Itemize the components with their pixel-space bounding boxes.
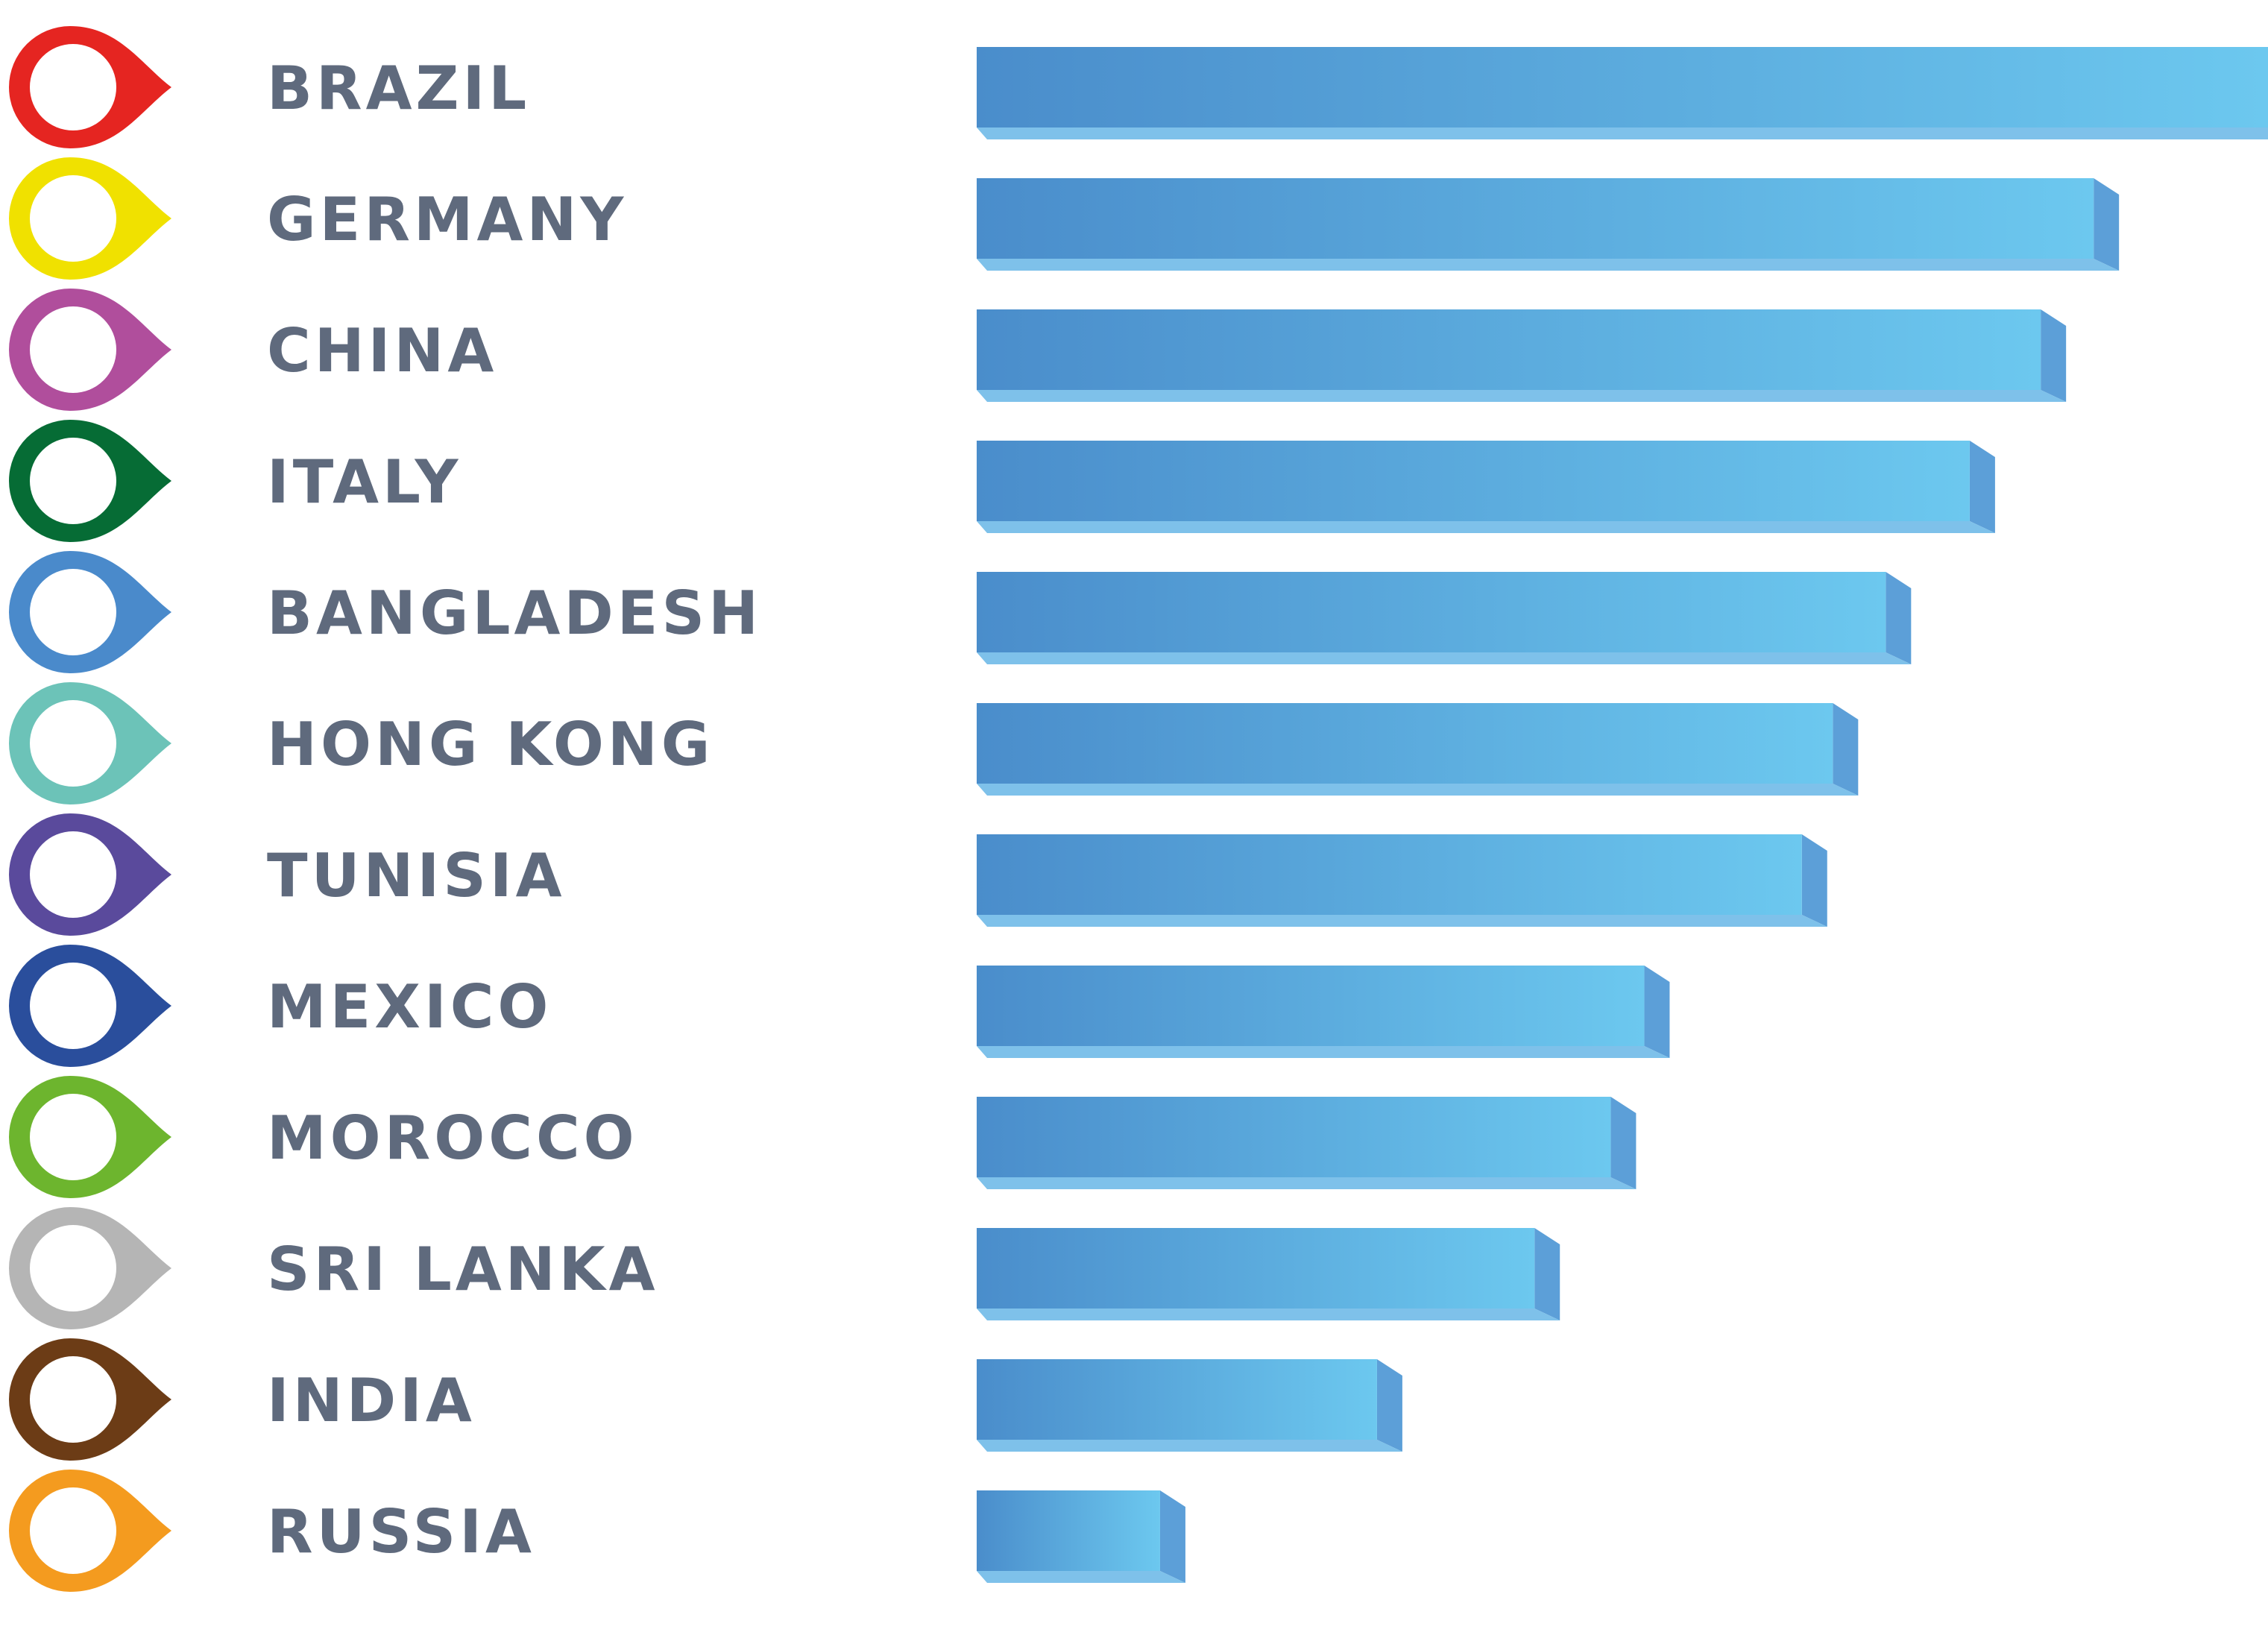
category-label: BRAZIL <box>267 54 530 123</box>
bar <box>977 1359 1402 1452</box>
bar <box>977 1490 1185 1583</box>
chart-row: GERMANY <box>9 157 2120 280</box>
bar <box>977 703 1859 796</box>
bar <box>977 572 1912 664</box>
bar <box>977 441 1995 533</box>
chart-row: SRI LANKA <box>9 1207 1560 1329</box>
category-label: HONG KONG <box>267 710 714 779</box>
marker-hole <box>30 306 116 393</box>
category-label: SRI LANKA <box>267 1235 659 1304</box>
marker-hole <box>30 1094 116 1180</box>
category-label: BANGLADESH <box>267 579 762 648</box>
chart-row: ITALY <box>9 420 1995 542</box>
category-label: RUSSIA <box>267 1497 535 1566</box>
category-label: CHINA <box>267 316 497 385</box>
chart-row: BANGLADESH <box>9 551 1912 673</box>
chart-row: MEXICO <box>9 945 1670 1067</box>
category-label: GERMANY <box>267 185 627 254</box>
chart-row: INDIA <box>9 1338 1402 1461</box>
category-label: ITALY <box>267 447 462 517</box>
marker-hole <box>30 1356 116 1443</box>
marker-hole <box>30 963 116 1049</box>
marker-hole <box>30 569 116 655</box>
marker-hole <box>30 44 116 130</box>
marker-hole <box>30 175 116 262</box>
bar <box>977 1097 1637 1189</box>
marker-hole <box>30 700 116 787</box>
chart-row: CHINA <box>9 289 2067 411</box>
bar <box>977 47 2268 139</box>
bar <box>977 834 1827 927</box>
bar <box>977 966 1670 1058</box>
chart-row: TUNISIA <box>9 813 1827 936</box>
bar <box>977 1228 1560 1320</box>
category-label: INDIA <box>267 1366 476 1435</box>
chart-row: RUSSIA <box>9 1470 1185 1592</box>
chart-row: MOROCCO <box>9 1076 1637 1198</box>
marker-hole <box>30 438 116 524</box>
category-label: MOROCCO <box>267 1103 638 1173</box>
chart-row: HONG KONG <box>9 682 1859 804</box>
bar <box>977 309 2067 402</box>
chart-row: BRAZIL <box>9 26 2268 148</box>
marker-hole <box>30 831 116 918</box>
marker-hole <box>30 1225 116 1311</box>
bar <box>977 178 2120 271</box>
marker-hole <box>30 1487 116 1574</box>
category-label: MEXICO <box>267 972 552 1042</box>
category-label: TUNISIA <box>267 841 566 910</box>
